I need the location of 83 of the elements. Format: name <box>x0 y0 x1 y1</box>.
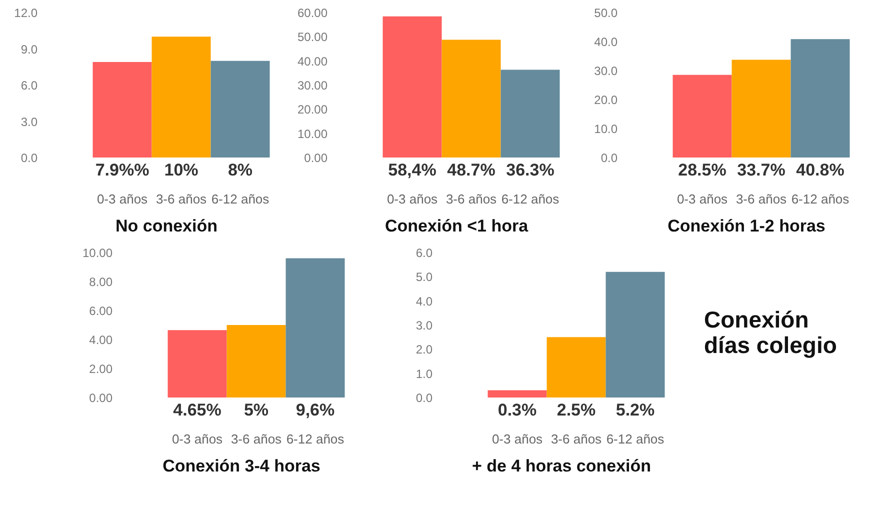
data-label: 0.3% <box>498 400 537 420</box>
y-tick-label: 9.0 <box>20 42 38 56</box>
x-tick-label: 0-3 años <box>676 192 728 206</box>
y-tick-label: 10.00 <box>82 246 113 260</box>
y-tick-label: 40.00 <box>297 54 328 68</box>
y-tick-label: 40.0 <box>594 35 618 49</box>
bar <box>210 60 270 158</box>
x-tick-label: 0-3 años <box>172 432 224 446</box>
y-tick-label: 6.0 <box>20 78 38 92</box>
text: Conexión <box>704 306 809 332</box>
y-tick-label: 0.00 <box>89 391 113 405</box>
y-tick-label: 0.0 <box>20 151 38 165</box>
x-tick-label: 0-3 años <box>386 192 438 206</box>
x-tick-label: 3-6 años <box>550 432 602 446</box>
y-tick-label: 4.00 <box>89 333 113 347</box>
bar <box>790 39 850 158</box>
data-label: 33.7% <box>737 160 786 180</box>
x-tick-label: 3-6 años <box>230 432 282 446</box>
y-tick-label: 0.00 <box>304 151 328 165</box>
y-tick-label: 30.0 <box>594 64 618 78</box>
x-tick-label: 0-3 años <box>96 192 148 206</box>
data-label: 36.3% <box>506 160 554 180</box>
y-tick-label: 6.00 <box>89 304 113 318</box>
data-label: 58,4% <box>388 160 436 180</box>
x-tick-label: 3-6 años <box>446 192 498 206</box>
bar <box>92 62 152 158</box>
data-label: 8% <box>228 160 253 180</box>
y-tick-label: 8.00 <box>89 275 113 289</box>
y-tick-label: 3.0 <box>20 114 38 129</box>
bar <box>672 74 732 158</box>
x-tick-label: 3-6 años <box>156 192 208 206</box>
x-tick-label: 0-3 años <box>492 432 544 446</box>
bar <box>152 36 211 158</box>
bar <box>732 60 791 158</box>
y-tick-label: 6.0 <box>416 246 433 260</box>
data-label: 9,6% <box>296 400 335 420</box>
text: + de 4 horas conexión <box>472 456 652 476</box>
y-tick-label: 1.0 <box>416 366 433 381</box>
y-tick-label: 3.0 <box>416 318 433 332</box>
bar <box>286 258 345 398</box>
y-tick-label: 0.0 <box>416 391 433 405</box>
x-tick-label: 6-12 años <box>606 432 665 446</box>
y-tick-label: 50.0 <box>594 6 618 20</box>
bar <box>546 337 606 398</box>
data-label: 48.7% <box>447 160 496 180</box>
bar <box>382 16 442 158</box>
data-label: 5.2% <box>616 400 655 420</box>
data-label: 28.5% <box>678 160 726 180</box>
bar <box>500 70 560 158</box>
y-tick-label: 20.0 <box>594 93 618 107</box>
data-label: 10% <box>164 160 198 180</box>
bar <box>442 40 501 158</box>
y-tick-label: 10.00 <box>297 126 328 141</box>
bar <box>488 390 547 398</box>
y-tick-label: 2.00 <box>89 362 113 376</box>
text: Conexión 3-4 horas <box>162 456 320 476</box>
y-tick-label: 0.0 <box>600 151 618 165</box>
data-label: 4.65% <box>173 400 222 420</box>
y-tick-label: 50.00 <box>297 30 328 44</box>
y-tick-label: 20.00 <box>297 102 328 117</box>
x-tick-label: 6-12 años <box>791 192 850 206</box>
text: Conexión 1-2 horas <box>668 216 826 236</box>
y-tick-label: 4.0 <box>416 294 433 308</box>
text: No conexión <box>115 216 218 236</box>
y-tick-label: 2.0 <box>416 342 433 357</box>
y-tick-label: 30.00 <box>297 78 328 92</box>
text: días colegio <box>704 332 837 358</box>
bar <box>606 272 665 398</box>
x-tick-label: 6-12 años <box>286 432 345 446</box>
bar <box>168 330 227 398</box>
bar <box>226 325 286 398</box>
y-tick-label: 5.0 <box>416 270 433 284</box>
data-label: 40.8% <box>796 160 844 180</box>
data-label: 5% <box>244 400 269 420</box>
x-tick-label: 3-6 años <box>736 192 788 206</box>
y-tick-label: 60.00 <box>297 6 328 20</box>
data-label: 7.9%% <box>95 160 150 180</box>
x-tick-label: 6-12 años <box>211 192 270 206</box>
x-tick-label: 6-12 años <box>501 192 560 206</box>
data-label: 2.5% <box>556 400 596 420</box>
y-tick-label: 10.0 <box>594 122 618 136</box>
text: Conexión <1 hora <box>384 216 529 236</box>
y-tick-label: 12.0 <box>14 6 38 20</box>
